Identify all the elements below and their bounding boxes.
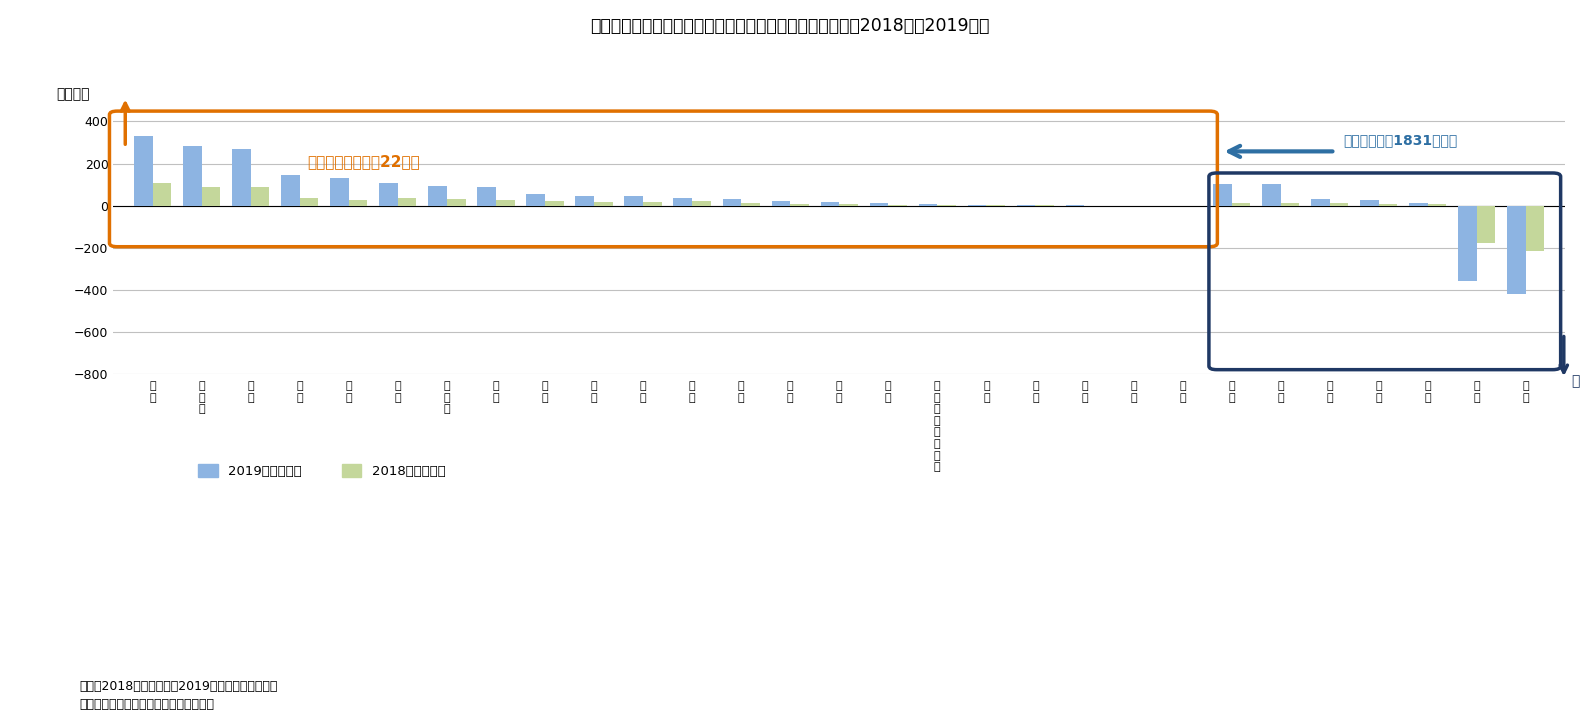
Text: 財源の移転（1831億元）: 財源の移転（1831億元）	[1343, 133, 1457, 147]
Bar	[545, 202, 564, 206]
Bar	[869, 203, 888, 206]
Bar	[1428, 204, 1446, 206]
Bar	[1526, 206, 1544, 251]
Bar	[1330, 203, 1348, 206]
Bar	[1360, 199, 1379, 206]
Bar	[1262, 184, 1280, 206]
Bar	[820, 202, 839, 206]
Bar	[202, 187, 220, 206]
Bar	[153, 183, 171, 206]
Bar	[643, 202, 662, 206]
Y-axis label: （億元）: （億元）	[55, 88, 90, 102]
Bar	[251, 186, 269, 206]
Bar	[1164, 206, 1182, 207]
Bar	[1311, 199, 1330, 206]
Bar	[134, 136, 153, 206]
Text: 受けれの方が多い22地域: 受けれの方が多い22地域	[307, 154, 420, 169]
Bar	[1379, 204, 1397, 206]
Bar	[379, 183, 398, 206]
Bar	[281, 175, 300, 206]
Bar	[624, 196, 643, 206]
Bar	[1231, 203, 1250, 206]
Bar	[771, 201, 790, 206]
Bar	[183, 146, 202, 206]
Bar	[839, 204, 858, 206]
Text: （出所）中国財政部の公表資料より作成: （出所）中国財政部の公表資料より作成	[79, 698, 213, 711]
Bar	[398, 198, 417, 206]
Bar	[477, 186, 496, 206]
Bar	[888, 204, 907, 206]
Bar	[918, 204, 937, 206]
Bar	[575, 196, 594, 206]
Bar	[1458, 206, 1477, 281]
Bar	[967, 204, 986, 206]
Bar	[673, 198, 692, 206]
Bar	[692, 202, 711, 206]
Bar	[526, 194, 545, 206]
Bar	[300, 198, 319, 206]
Bar	[722, 199, 741, 206]
Legend: 2019年（予算）, 2018年（実績）: 2019年（予算）, 2018年（実績）	[193, 459, 450, 483]
Bar	[330, 178, 349, 206]
Bar	[232, 149, 251, 206]
Text: 図表２　中央調整基金による各地域間の財源移転の状況（2018年・2019年）: 図表２ 中央調整基金による各地域間の財源移転の状況（2018年・2019年）	[591, 17, 989, 35]
Bar	[496, 199, 515, 206]
Bar	[1213, 184, 1231, 206]
Bar	[1507, 206, 1526, 294]
Bar	[349, 199, 368, 206]
Bar	[447, 199, 466, 206]
Bar	[741, 203, 760, 206]
Bar	[428, 186, 447, 206]
Bar	[1280, 203, 1299, 206]
Bar	[594, 202, 613, 206]
Text: 拠出の方が多い７地域: 拠出の方が多い７地域	[1572, 374, 1580, 389]
Text: （注）2018年は実績値、2019年は予算値である。: （注）2018年は実績値、2019年は予算値である。	[79, 680, 278, 693]
Bar	[1477, 206, 1495, 243]
Bar	[1409, 203, 1428, 206]
Bar	[790, 204, 809, 206]
